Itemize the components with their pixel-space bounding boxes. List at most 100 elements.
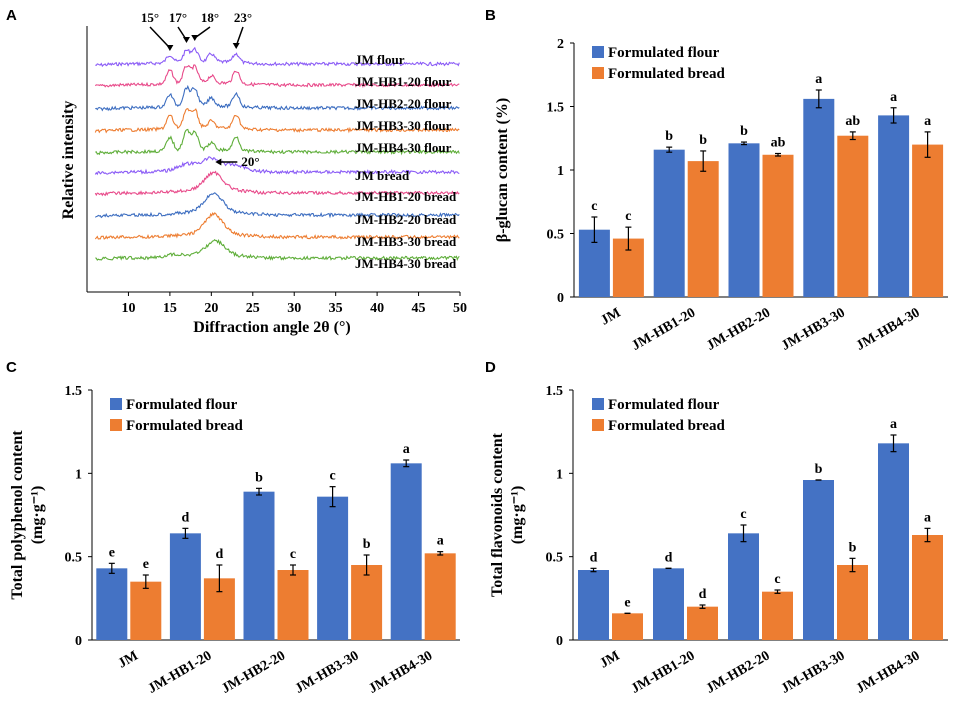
legend-swatch-formulated-flour bbox=[592, 46, 604, 58]
x-tick-label: 35 bbox=[329, 301, 343, 316]
beta-glucan-chart: 0 0.5 1 1.5 2 β-glucan content (%) c c JM b b JM-HB… bbox=[494, 37, 948, 354]
significance-letter: b bbox=[849, 540, 857, 555]
trace-label: JM-HB2-20 flour bbox=[355, 96, 452, 111]
peak-label: 17° bbox=[169, 10, 187, 25]
y-axis-title: Total polyphenol content bbox=[9, 430, 26, 600]
y-tick-label: 1.5 bbox=[65, 384, 83, 399]
legend-swatch-formulated-bread bbox=[110, 419, 122, 431]
x-tick-label: JM bbox=[597, 648, 622, 671]
peak-label: 18° bbox=[201, 10, 219, 25]
x-tick-label: 50 bbox=[453, 301, 467, 316]
x-tick-label: JM bbox=[116, 648, 141, 671]
significance-letter: c bbox=[290, 547, 296, 562]
significance-letter: a bbox=[403, 442, 410, 457]
bar-formulated-bread bbox=[612, 613, 643, 640]
trace-label: JM-HB1-20 flour bbox=[355, 74, 452, 89]
bar-formulated-flour bbox=[728, 143, 760, 297]
trace-label: JM-HB1-20 bread bbox=[355, 189, 457, 204]
significance-letter: e bbox=[109, 545, 115, 560]
bar-formulated-flour bbox=[803, 98, 835, 297]
y-tick-label: 1 bbox=[557, 164, 564, 179]
trace-jm-hb3-30-bread bbox=[94, 212, 460, 240]
legend-swatch-formulated-bread bbox=[592, 419, 604, 431]
trace-jm-hb1-20-bread bbox=[94, 170, 460, 197]
trace-jm-hb4-30-flour bbox=[95, 128, 460, 156]
x-tick-label: JM-HB2-20 bbox=[704, 648, 773, 696]
significance-letter: d bbox=[699, 587, 707, 602]
significance-letter: e bbox=[624, 595, 630, 610]
x-tick-label: JM-HB1-20 bbox=[629, 648, 698, 696]
y-axis-title-group: Total flavonoids content (mg·g⁻¹) bbox=[489, 432, 526, 597]
bar-formulated-bread bbox=[687, 606, 718, 640]
x-tick-label: JM-HB3-30 bbox=[779, 305, 848, 353]
trace-label: JM-HB3-30 bread bbox=[355, 234, 457, 249]
bread-peak-arrowhead bbox=[215, 158, 222, 166]
panel-label-d: D bbox=[485, 359, 496, 376]
trace-jm-bread bbox=[94, 156, 460, 176]
bar-formulated-flour bbox=[243, 491, 275, 640]
trace-label: JM-HB3-30 flour bbox=[355, 118, 452, 133]
legend-label: Formulated flour bbox=[608, 397, 720, 413]
bar-formulated-bread bbox=[762, 154, 794, 297]
bar-formulated-flour bbox=[317, 496, 349, 640]
bar-formulated-bread bbox=[762, 591, 793, 640]
significance-letter: a bbox=[890, 417, 897, 432]
panel-label-c: C bbox=[6, 359, 17, 376]
y-tick-label: 0.5 bbox=[547, 228, 565, 243]
y-axis-title-group: β-glucan content (%) bbox=[494, 98, 511, 242]
x-tick-label: JM-HB1-20 bbox=[629, 305, 698, 353]
significance-letter: a bbox=[890, 90, 897, 105]
x-tick-label: JM-HB1-20 bbox=[146, 648, 215, 696]
bar-formulated-flour bbox=[169, 533, 201, 640]
y-tick-label: 2 bbox=[557, 37, 564, 52]
trace-jm-hb3-30-flour bbox=[94, 107, 460, 134]
x-tick-label: JM-HB2-20 bbox=[219, 648, 288, 696]
bar-formulated-bread bbox=[424, 553, 456, 640]
significance-letter: b bbox=[665, 129, 673, 144]
y-axis-title: β-glucan content (%) bbox=[494, 98, 511, 242]
trace-label: JM-HB4-30 bread bbox=[355, 256, 457, 271]
y-tick-label: 0.5 bbox=[65, 551, 83, 566]
y-axis-title-group: Relative intensity bbox=[60, 101, 77, 220]
bar-formulated-bread bbox=[837, 135, 869, 297]
significance-letter: b bbox=[815, 462, 823, 477]
y-tick-label: 0 bbox=[75, 634, 82, 649]
significance-letter: a bbox=[815, 72, 822, 87]
x-tick-label: 20 bbox=[204, 301, 218, 316]
trace-jm-hb2-20-bread bbox=[94, 192, 460, 219]
legend-label: Formulated flour bbox=[608, 45, 720, 61]
y-axis-title: Relative intensity bbox=[60, 101, 77, 220]
significance-letter: b bbox=[363, 537, 371, 552]
significance-letter: d bbox=[590, 550, 598, 565]
significance-letter: d bbox=[182, 510, 190, 525]
peak-arrow bbox=[149, 26, 171, 49]
peak-arrowhead bbox=[191, 35, 199, 41]
peak-arrow bbox=[235, 26, 244, 47]
y-axis-title: Total flavonoids content bbox=[489, 432, 506, 597]
significance-letter: d bbox=[665, 550, 673, 565]
legend-swatch-formulated-flour bbox=[110, 398, 122, 410]
trace-label: JM bread bbox=[355, 168, 410, 183]
bar-formulated-bread bbox=[912, 535, 943, 640]
significance-letter: c bbox=[740, 507, 746, 522]
trace-label: JM-HB4-30 flour bbox=[355, 140, 452, 155]
x-tick-label: 40 bbox=[370, 301, 384, 316]
bar-formulated-bread bbox=[837, 565, 868, 640]
peak-arrowhead bbox=[182, 37, 190, 43]
x-tick-label: 25 bbox=[246, 301, 260, 316]
y-axis-title-group: Total polyphenol content (mg·g⁻¹) bbox=[9, 430, 46, 600]
bar-formulated-flour bbox=[878, 443, 909, 640]
bar-formulated-flour bbox=[578, 570, 609, 640]
bar-formulated-flour bbox=[878, 115, 910, 297]
trace-jm-hb1-20-flour bbox=[94, 64, 460, 89]
significance-letter: a bbox=[924, 510, 931, 525]
y-axis-unit: (mg·g⁻¹) bbox=[509, 486, 526, 545]
significance-letter: c bbox=[774, 572, 780, 587]
x-axis-title: Diffraction angle 2θ (°) bbox=[193, 319, 350, 336]
x-tick-label: JM-HB2-20 bbox=[704, 305, 773, 353]
x-tick-label: JM-HB4-30 bbox=[854, 305, 923, 353]
significance-letter: c bbox=[329, 469, 335, 484]
x-tick-label: JM-HB3-30 bbox=[293, 648, 362, 696]
legend-label: Formulated bread bbox=[126, 418, 243, 434]
